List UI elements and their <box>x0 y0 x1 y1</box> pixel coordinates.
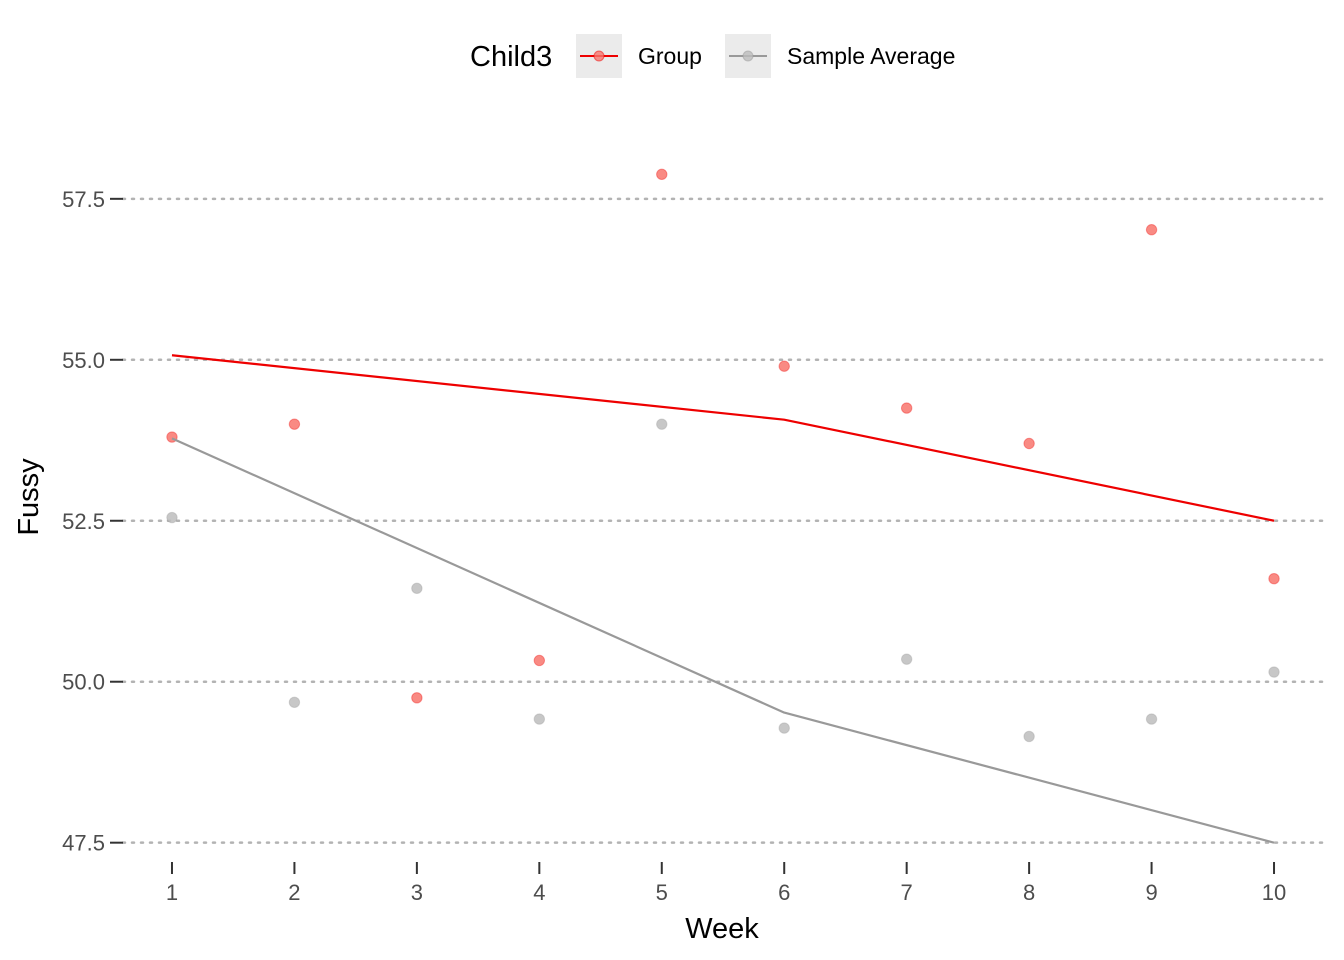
x-tick-label-6: 7 <box>901 880 913 905</box>
point-sample-average-8 <box>1145 713 1158 725</box>
x-tick-label-7: 8 <box>1023 880 1035 905</box>
x-axis-title: Week <box>685 913 759 945</box>
x-tick-label-3: 4 <box>533 880 545 905</box>
x-tick-label-9: 10 <box>1262 880 1286 905</box>
legend-key-group-point <box>593 50 605 62</box>
x-tick-label-8: 9 <box>1145 880 1157 905</box>
y-tick-label-4: 57.5 <box>62 187 105 212</box>
y-axis-title: Fussy <box>13 458 45 536</box>
point-group-7 <box>1023 437 1035 450</box>
point-group-1 <box>288 418 301 430</box>
legend-item-sample-average: Sample Average <box>725 34 955 78</box>
point-sample-average-3 <box>533 713 546 725</box>
legend-key-sample-average-point <box>742 50 754 62</box>
series-layer <box>166 168 1280 844</box>
legend: Child3 Group Sample Average <box>470 34 955 78</box>
point-sample-average-5 <box>778 722 790 734</box>
x-axis: 1 2 3 4 5 6 7 8 9 10 <box>166 862 1286 905</box>
point-sample-average-6 <box>900 653 913 665</box>
point-sample-average-9 <box>1268 666 1280 678</box>
y-tick-label-2: 52.5 <box>62 509 105 534</box>
x-tick-label-1: 2 <box>288 880 300 905</box>
x-tick-label-5: 6 <box>778 880 790 905</box>
point-sample-average-0 <box>166 511 178 524</box>
legend-label-sample-average: Sample Average <box>787 43 955 69</box>
y-tick-label-0: 47.5 <box>62 831 105 856</box>
x-tick-label-2: 3 <box>411 880 423 905</box>
point-sample-average-7 <box>1023 730 1035 743</box>
point-group-2 <box>411 692 423 704</box>
y-tick-label-3: 55.0 <box>62 348 105 373</box>
point-group-4 <box>656 168 668 181</box>
line-sample-average <box>171 437 1275 844</box>
point-group-5 <box>778 360 790 372</box>
y-tick-label-1: 50.0 <box>62 670 105 695</box>
x-tick-label-0: 1 <box>166 880 178 905</box>
legend-item-group: Group <box>576 34 702 78</box>
x-tick-label-4: 5 <box>656 880 668 905</box>
y-axis: 47.5 50.0 52.5 55.0 57.5 <box>62 187 123 856</box>
legend-title: Child3 <box>470 41 552 73</box>
point-group-9 <box>1268 573 1280 585</box>
point-group-3 <box>533 654 546 667</box>
gridlines <box>121 197 1325 844</box>
point-group-6 <box>900 402 913 414</box>
point-sample-average-2 <box>411 582 423 595</box>
point-group-8 <box>1145 224 1158 236</box>
legend-label-group: Group <box>638 43 702 69</box>
point-sample-average-4 <box>656 418 668 430</box>
line-group <box>171 354 1275 522</box>
point-sample-average-1 <box>288 696 301 709</box>
